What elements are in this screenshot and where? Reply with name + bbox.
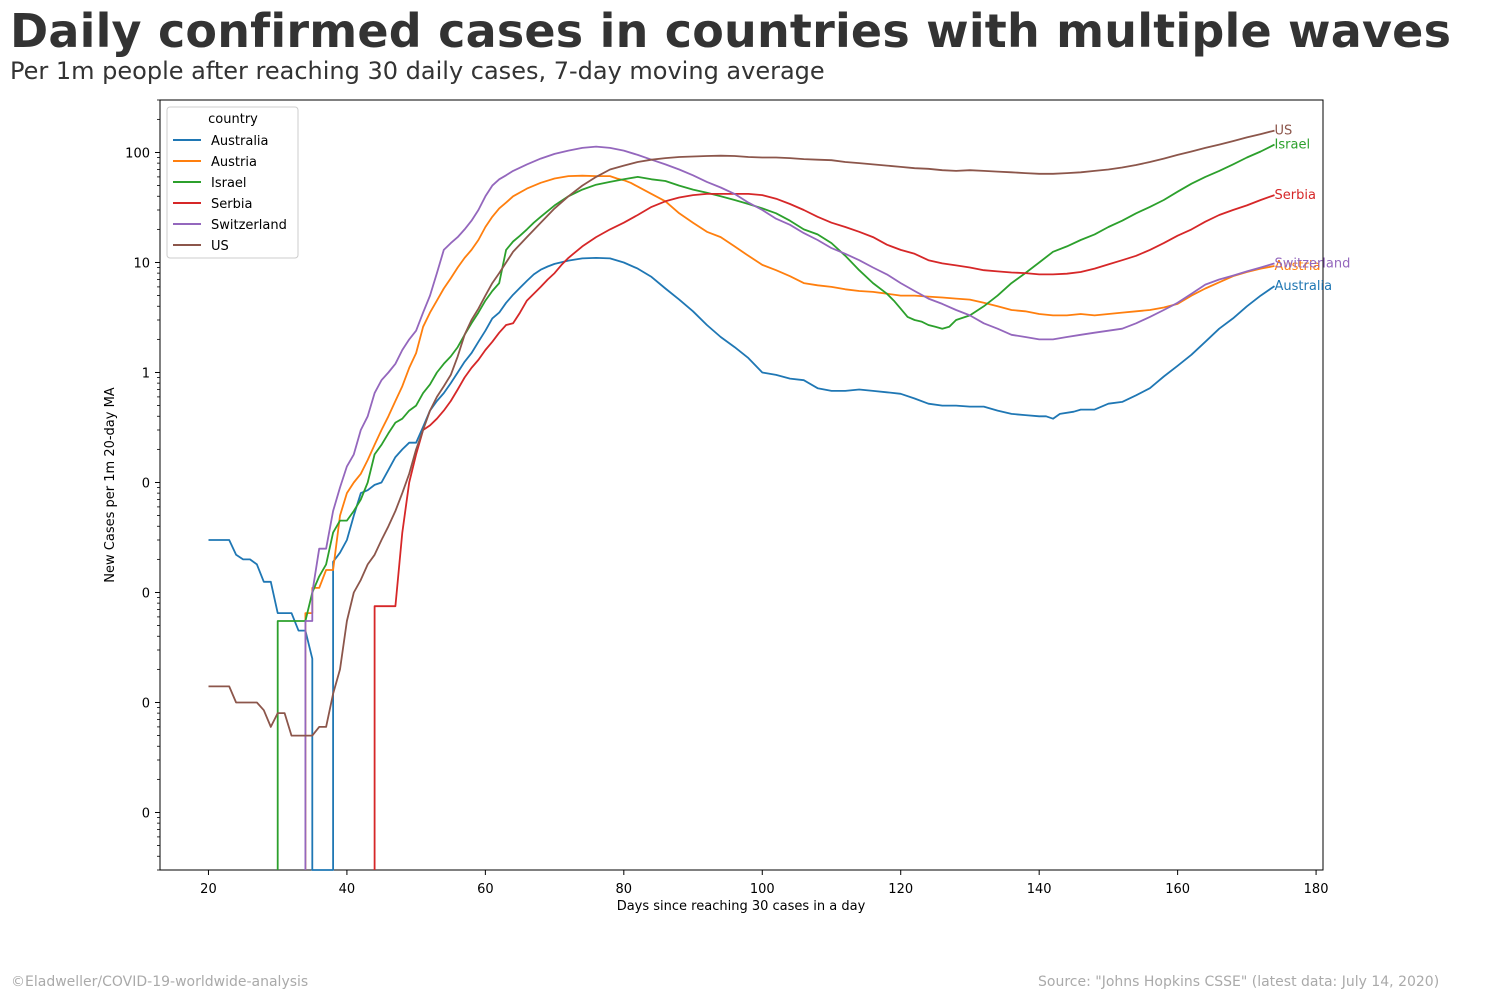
legend-label: Australia <box>211 134 269 149</box>
x-tick-label: 80 <box>616 882 633 897</box>
y-tick-label: 100 <box>125 146 150 161</box>
legend-label: US <box>211 239 229 254</box>
series-lines <box>208 129 1276 871</box>
legend-box <box>166 106 299 259</box>
end-label-austria: Austria <box>1275 259 1321 274</box>
plot-frame <box>159 99 1324 871</box>
x-tick-label: 120 <box>888 882 913 897</box>
chart-subtitle: Per 1m people after reaching 30 daily ca… <box>10 57 825 85</box>
x-tick-label: 140 <box>1027 882 1052 897</box>
legend-label: Serbia <box>211 197 252 212</box>
y-tick-label: 0 <box>142 806 150 821</box>
x-tick-label: 180 <box>1304 882 1329 897</box>
chart-title: Daily confirmed cases in countries with … <box>10 4 1452 58</box>
x-tick-label: 40 <box>339 882 356 897</box>
footer-credit: ©Eladweller/COVID-19-worldwide-analysis <box>11 974 309 990</box>
legend: country Australia Austria Israel Serbia Swit… <box>166 106 299 259</box>
x-tick-label: 60 <box>477 882 494 897</box>
x-tick-label: 100 <box>750 882 775 897</box>
legend-label: Switzerland <box>211 218 287 233</box>
end-label-serbia: Serbia <box>1275 188 1316 203</box>
footer-source: Source: "Johns Hopkins CSSE" (latest dat… <box>1038 974 1440 990</box>
y-tick-label: 0 <box>142 586 150 601</box>
end-label-switzerland: Switzerland <box>1275 256 1351 271</box>
y-tick-label: 0 <box>142 476 150 491</box>
series-line-switzerland <box>304 145 1275 870</box>
legend-title: country <box>208 112 258 127</box>
legend-label: Israel <box>211 176 247 191</box>
end-label-australia: Australia <box>1275 279 1333 294</box>
series-end-labels: Australia Austria Israel Serbia Switzerland U… <box>1275 124 1351 294</box>
series-line-austria <box>304 174 1275 870</box>
end-label-israel: Israel <box>1275 138 1311 153</box>
series-line-serbia <box>373 192 1275 870</box>
y-axis-ticks: 0 0 0 0 1 10 100 <box>125 99 160 871</box>
series-line-us <box>208 129 1275 737</box>
y-tick-label: 1 <box>142 366 150 381</box>
series-line-israel <box>276 143 1275 870</box>
legend-label: Austria <box>211 155 257 170</box>
y-axis-label: New Cases per 1m 20-day MA <box>103 387 118 582</box>
x-tick-label: 160 <box>1165 882 1190 897</box>
y-tick-label: 10 <box>133 256 150 271</box>
legend-items: Australia Austria Israel Serbia Switzerland U… <box>173 134 287 254</box>
x-axis-ticks: 20 40 60 80 100 120 140 160 180 <box>200 870 1328 897</box>
end-label-us: US <box>1275 124 1293 139</box>
x-tick-label: 20 <box>200 882 217 897</box>
series-line-australia <box>208 256 1276 871</box>
x-axis-label: Days since reaching 30 cases in a day <box>617 899 866 914</box>
y-tick-label: 0 <box>142 696 150 711</box>
